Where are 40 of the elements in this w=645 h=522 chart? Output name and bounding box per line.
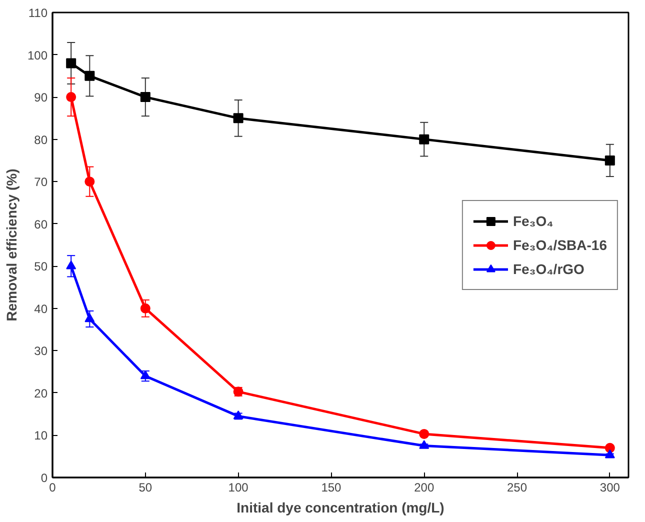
y-tick-label: 90 [34,90,48,105]
y-tick-label: 0 [40,471,48,485]
y-tick-label: 40 [34,302,48,316]
legend-label: Fe₃O₄/rGO [512,260,584,276]
legend-label: Fe₃O₄ [512,212,554,228]
point [84,70,95,81]
x-tick-label: 250 [507,480,528,494]
point [66,58,76,68]
x-tick-label: 0 [49,480,56,494]
y-tick-label: 110 [28,6,48,20]
point [233,410,244,420]
legend-label: Fe₃O₄/SBA-16 [512,236,607,252]
x-tick-label: 100 [228,480,249,494]
point [604,449,615,458]
point [419,134,430,144]
point [66,92,76,102]
y-tick-label: 70 [34,175,48,190]
y-tick-label: 100 [27,48,48,62]
point [140,370,150,380]
point [84,176,95,187]
point [84,313,95,322]
point [66,260,76,270]
y-tick-label: 30 [34,344,48,358]
x-tick-label: 50 [138,480,152,494]
x-tick-label: 300 [600,480,620,494]
y-tick-label: 80 [34,132,48,147]
x-axis-title: Initial dye concentration (mg/L) [236,500,444,516]
point [419,428,430,439]
point [419,440,430,449]
x-tick-label: 200 [414,480,434,494]
y-tick-label: 60 [34,217,48,232]
point [140,303,150,314]
y-tick-label: 50 [34,260,48,274]
x-tick-label: 150 [321,480,342,494]
point [604,155,615,166]
y-axis-title: Removal efficiency (%) [3,168,20,322]
point [140,92,150,102]
y-tick-label: 10 [34,428,48,443]
y-tick-label: 20 [34,386,48,400]
point [233,113,244,124]
